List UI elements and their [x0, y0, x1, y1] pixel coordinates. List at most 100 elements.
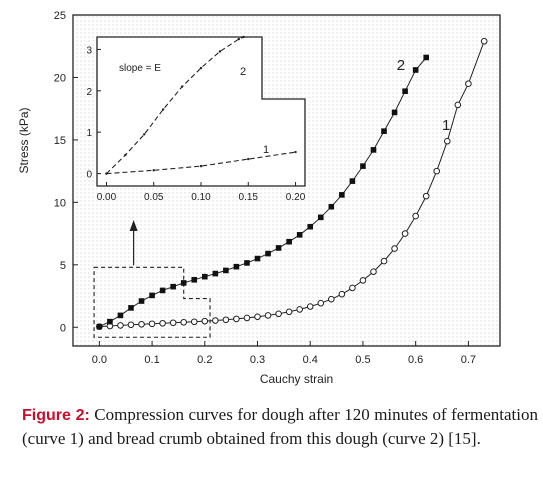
inset-x-tick-label: 0.00 [97, 192, 117, 203]
inset-y-tick-label: 1 [86, 128, 92, 139]
figure-label: Figure 2: [22, 407, 90, 424]
series-2-point [201, 273, 208, 280]
series-2-point [423, 54, 429, 61]
inset-series-1-point [199, 164, 203, 168]
series-2-point [244, 260, 250, 266]
series-1-point [148, 320, 156, 328]
inset-series-2-point [143, 133, 146, 136]
series-2-point [391, 109, 398, 116]
series-1-point [180, 318, 188, 326]
series-1-point [443, 137, 451, 145]
x-tick-label: 0.5 [355, 354, 370, 366]
y-tick-label: 5 [60, 260, 66, 272]
series-2-point [296, 232, 303, 238]
y-tick-label: 20 [54, 72, 66, 84]
inset-x-tick-label: 0.05 [144, 192, 164, 203]
series-1-point [127, 321, 135, 329]
x-tick-label: 0.4 [303, 354, 318, 366]
inset-curve-2-label: 2 [240, 66, 246, 78]
inset-series-2-point [237, 37, 241, 41]
x-tick-label: 0.3 [250, 354, 265, 366]
inset-series-1-point [105, 172, 108, 175]
series-2-point [138, 298, 145, 304]
series-1-point [338, 290, 346, 298]
inset-series-1-point [152, 169, 155, 172]
x-tick-label: 0.6 [408, 354, 423, 366]
figure-caption: Figure 2: Compression curves for dough a… [22, 403, 538, 450]
series-1-point [190, 318, 198, 326]
inset-frame [96, 36, 306, 187]
series-2-point [191, 277, 198, 283]
zoom-region-box [93, 266, 211, 338]
series-1-point [349, 284, 356, 292]
inset-slope-label: slope = E [119, 63, 161, 74]
series-2-point [328, 203, 335, 210]
inset-y-tick-label: 3 [86, 45, 92, 56]
series-1-point [306, 303, 314, 310]
x-tick-label: 0.7 [461, 354, 476, 366]
series-1-point [370, 268, 377, 275]
series-1-point [212, 317, 219, 324]
curve-1-annotation: 1 [442, 117, 450, 134]
inset-series-2-point [199, 66, 203, 70]
zoom-arrow-head [129, 220, 138, 231]
y-axis-label: Stress (kPa) [17, 107, 31, 173]
series-1-point [233, 315, 240, 323]
curve-2-annotation: 2 [397, 57, 405, 74]
series-1-point [254, 313, 261, 321]
series-2-point [307, 223, 314, 230]
compression-chart: 0.0 0.1 0.2 0.3 0.4 0.5 0.6 0.70510152025Cauchy… [17, 10, 501, 386]
series-2-point [96, 323, 103, 330]
x-tick-label: 0.2 [197, 354, 212, 366]
inset-y-tick-label: 0 [86, 170, 92, 181]
series-1-point [391, 245, 398, 252]
series-2-point [370, 147, 377, 153]
series-2-point [275, 245, 282, 251]
inset-series-2-point [242, 35, 245, 39]
series-2-point [360, 163, 366, 169]
series-1-point [412, 212, 419, 220]
y-tick-label: 10 [54, 197, 66, 209]
x-axis-label: Cauchy strain [260, 372, 333, 386]
series-1-point [317, 299, 325, 307]
series-1-point [275, 310, 282, 318]
series-2-point [402, 88, 408, 94]
series-1-point [433, 167, 441, 175]
series-1-point [359, 277, 367, 284]
inset-curve-1-label: 1 [263, 144, 269, 156]
series-2-point [233, 263, 240, 270]
y-tick-label: 25 [54, 10, 66, 22]
series-1-point [480, 37, 488, 45]
inset-y-tick-label: 2 [86, 87, 92, 98]
inset-series-2-point [218, 50, 222, 53]
inset-x-tick-label: 0.15 [239, 192, 259, 203]
series-1-point [117, 322, 124, 329]
x-tick-label: 0.1 [144, 354, 159, 366]
x-tick-label: 0.0 [92, 354, 107, 366]
inset-series-1-point [247, 157, 250, 161]
series-2-point [128, 305, 134, 311]
series-1-point [201, 317, 209, 325]
series-1-point [169, 319, 177, 327]
series-2-point [212, 270, 219, 277]
series-2-point [170, 283, 176, 290]
inset-series-2-point [124, 153, 127, 157]
series-1-point [159, 319, 166, 327]
series-2-point [180, 280, 187, 286]
series-2-point [339, 192, 345, 198]
series-2-point [107, 318, 113, 325]
series-2-point [381, 128, 387, 134]
series-2-point [286, 238, 292, 245]
series-1-point [243, 314, 251, 322]
y-tick-label: 0 [60, 322, 66, 334]
inset-x-tick-label: 0.20 [286, 192, 306, 203]
series-1-point [264, 312, 272, 319]
inset-series-2-point [161, 108, 165, 111]
series-1-point [222, 316, 230, 324]
caption-text: Compression curves for dough after 120 m… [22, 405, 538, 448]
inset-plot: 0.00 0.05 0.10 0.15 0.20 0 1 2 3 slope = E 2 1 [86, 35, 306, 203]
series-2-point [349, 178, 356, 184]
inset-series-2-point [180, 85, 184, 88]
series-1-point [380, 257, 388, 265]
inset-series-1-point [294, 150, 297, 154]
